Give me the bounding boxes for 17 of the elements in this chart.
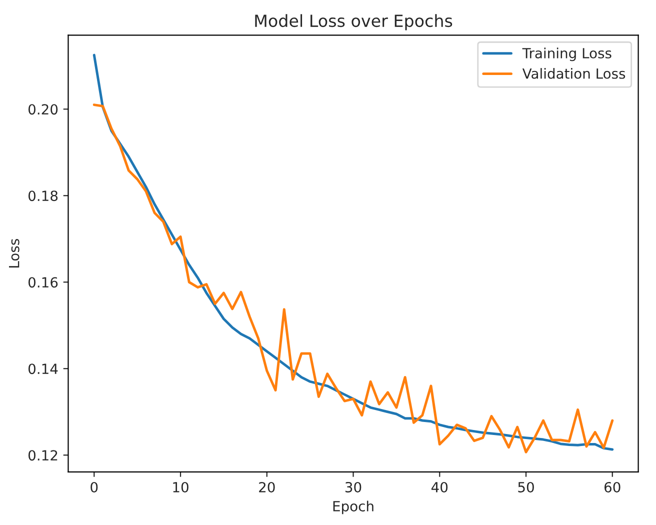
- y-tick-label: 0.14: [28, 364, 58, 374]
- y-axis-title: Loss: [9, 239, 20, 268]
- x-tick-label: 10: [173, 482, 188, 492]
- y-tick-label: 0.16: [28, 277, 58, 288]
- y-tick-label: 0.20: [28, 104, 58, 115]
- x-tick-label: 0: [90, 482, 98, 492]
- x-axis-title: Epoch: [333, 500, 374, 514]
- legend-label: Training Loss: [522, 48, 612, 62]
- x-tick-label: 50: [518, 482, 534, 492]
- y-tick-label: 0.12: [28, 450, 58, 461]
- legend-label: Validation Loss: [522, 68, 626, 79]
- x-tick-label: 30: [345, 482, 362, 492]
- x-tick-label: 20: [259, 482, 275, 492]
- x-tick-label: 40: [431, 482, 448, 492]
- chart-title: Model Loss over Epochs: [255, 14, 452, 30]
- y-tick-label: 0.18: [28, 190, 58, 202]
- x-tick-label: 60: [604, 482, 620, 492]
